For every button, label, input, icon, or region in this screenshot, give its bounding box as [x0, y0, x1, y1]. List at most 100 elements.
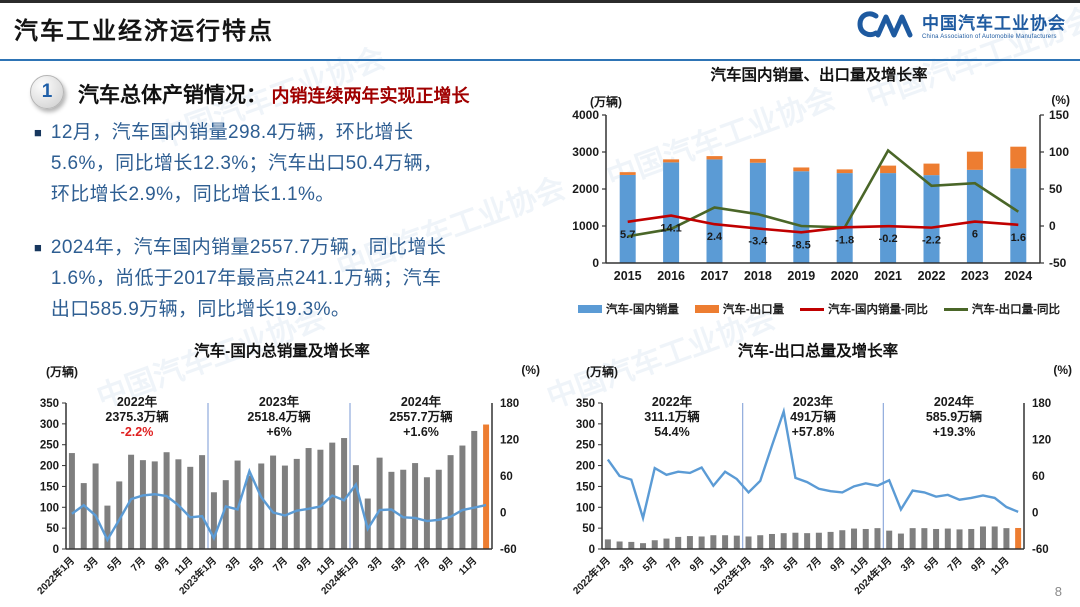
- yearly-sales-export-chart: 汽车国内销量、出口量及增长率 (万辆) (%) 5.7 14.1 2.4 -3.4 -8…: [562, 63, 1076, 335]
- svg-text:2021: 2021: [874, 269, 902, 283]
- svg-text:350: 350: [40, 398, 59, 410]
- page-title: 汽车工业经济运行特点: [14, 18, 274, 45]
- line-swatch-icon: [943, 307, 968, 311]
- svg-text:2022: 2022: [918, 269, 946, 283]
- svg-text:3月: 3月: [81, 555, 100, 574]
- svg-text:0: 0: [1049, 219, 1056, 233]
- svg-text:2016: 2016: [657, 269, 685, 283]
- svg-text:1.6: 1.6: [1011, 232, 1026, 244]
- svg-text:0: 0: [592, 256, 599, 270]
- section-heading: 汽车总体产销情况： 内销连续两年实现正增长: [78, 79, 469, 109]
- svg-text:5月: 5月: [105, 555, 124, 574]
- caam-logo: 中国汽车工业协会 China Association of Automobile…: [856, 9, 1066, 46]
- svg-text:1000: 1000: [572, 219, 599, 233]
- bullet-december: ■ 12月，汽车国内销量298.4万辆，环比增长 5.6%，同比增长12.3%；…: [34, 117, 539, 210]
- export-monthly-canvas: 350 300 250 200 150 100 50 0 180 120 60 0 -60 2022年1月…: [570, 398, 1051, 597]
- caam-logo-icon: [856, 9, 914, 46]
- bullet-line: 1.6%，尚低于2017年最高点241.1万辆；汽车: [50, 268, 442, 289]
- section-heading-sub: 内销连续两年实现正增长: [271, 86, 470, 106]
- section-number-badge: 1: [30, 75, 64, 109]
- legend-label: 汽车-出口量-同比: [971, 304, 1061, 316]
- svg-text:3000: 3000: [572, 145, 599, 159]
- chart-title: 汽车国内销量、出口量及增长率: [710, 67, 928, 84]
- svg-text:0: 0: [589, 544, 595, 556]
- svg-text:100: 100: [576, 502, 595, 514]
- svg-text:250: 250: [40, 440, 59, 452]
- svg-text:50: 50: [46, 523, 59, 535]
- svg-text:200: 200: [40, 461, 59, 473]
- svg-text:150: 150: [1049, 108, 1069, 122]
- export-monthly-chart: 汽车-出口总量及增长率 (万辆) (%) 350 300 250 200 150 100 5…: [560, 339, 1076, 607]
- svg-text:0: 0: [500, 508, 506, 520]
- svg-text:5月: 5月: [640, 555, 659, 574]
- legend-label: 汽车-国内销量: [605, 304, 679, 316]
- svg-text:7月: 7月: [129, 555, 148, 574]
- domestic-monthly-chart: 汽车-国内总销量及增长率 (万辆) (%) 350 300 250 200 150 100…: [20, 339, 544, 607]
- svg-text:-3.4: -3.4: [748, 236, 768, 248]
- right-axis-unit: (%): [521, 363, 540, 377]
- svg-text:3月: 3月: [898, 555, 917, 574]
- right-axis-unit: (%): [1053, 363, 1072, 377]
- svg-text:-8.5: -8.5: [792, 239, 811, 251]
- svg-text:2022年1月: 2022年1月: [570, 554, 613, 597]
- bullet-fullyear: ■ 2024年，汽车国内销量2557.7万辆，同比增长 1.6%，尚低于2017…: [34, 232, 539, 325]
- svg-text:2018: 2018: [744, 269, 772, 283]
- svg-text:2.4: 2.4: [707, 231, 723, 243]
- svg-text:200: 200: [576, 461, 595, 473]
- chart-title: 汽车-出口总量及增长率: [737, 343, 899, 360]
- svg-text:3月: 3月: [365, 555, 384, 574]
- svg-text:7月: 7月: [804, 555, 823, 574]
- svg-text:120: 120: [1032, 435, 1051, 447]
- domestic-monthly-canvas: 350 300 250 200 150 100 50 0 180 120 60 0 -60 2022年1月…: [34, 398, 519, 597]
- svg-text:3月: 3月: [758, 555, 777, 574]
- svg-text:9月: 9月: [436, 555, 455, 574]
- svg-text:2023: 2023: [961, 269, 989, 283]
- page-number: 8: [1054, 584, 1062, 599]
- svg-text:6: 6: [972, 229, 978, 241]
- svg-text:-2.2: -2.2: [922, 235, 941, 247]
- svg-text:300: 300: [576, 419, 595, 431]
- bullet-line: 12月，汽车国内销量298.4万辆，环比增长: [50, 122, 414, 143]
- svg-text:3月: 3月: [617, 555, 636, 574]
- svg-text:150: 150: [40, 481, 59, 493]
- svg-text:-1.8: -1.8: [835, 234, 854, 246]
- svg-text:120: 120: [500, 435, 519, 447]
- chart-title: 汽车-国内总销量及增长率: [194, 343, 370, 360]
- svg-text:50: 50: [582, 523, 595, 535]
- svg-text:-60: -60: [1032, 544, 1049, 556]
- bullet-line: 出口585.9万辆，同比增长19.3%。: [50, 299, 351, 320]
- left-axis-unit: (万辆): [46, 365, 78, 379]
- yearly-chart-canvas: 5.7 14.1 2.4 -3.4 -8.5 -1.8 -0.2 -2.2 6 1.6 4000 30…: [572, 108, 1069, 283]
- svg-text:300: 300: [40, 419, 59, 431]
- svg-text:5月: 5月: [781, 555, 800, 574]
- svg-text:2019: 2019: [787, 269, 815, 283]
- svg-text:4000: 4000: [572, 108, 599, 122]
- bullet-square-icon: ■: [34, 125, 42, 140]
- line-swatch-icon: [800, 307, 825, 311]
- legend-label: 汽车-国内销量-同比: [828, 304, 928, 316]
- svg-text:7月: 7月: [271, 555, 290, 574]
- svg-text:100: 100: [1049, 145, 1069, 159]
- svg-text:0: 0: [53, 544, 59, 556]
- logo-name-en: China Association of Automobile Manufact…: [922, 33, 1057, 40]
- svg-text:9月: 9月: [152, 555, 171, 574]
- svg-text:5.7: 5.7: [620, 229, 635, 241]
- bullet-square-icon: ■: [34, 240, 42, 255]
- svg-text:14.1: 14.1: [660, 223, 681, 235]
- legend-item: 汽车-出口量-同比: [943, 301, 1061, 317]
- svg-text:60: 60: [1032, 471, 1045, 483]
- svg-text:7月: 7月: [413, 555, 432, 574]
- svg-text:2022年1月: 2022年1月: [34, 554, 77, 597]
- svg-text:250: 250: [576, 440, 595, 452]
- svg-text:180: 180: [1032, 398, 1051, 410]
- svg-text:9月: 9月: [828, 555, 847, 574]
- svg-text:5月: 5月: [247, 555, 266, 574]
- svg-text:5月: 5月: [922, 555, 941, 574]
- summary-bullets: ■ 12月，汽车国内销量298.4万辆，环比增长 5.6%，同比增长12.3%；…: [34, 117, 539, 347]
- left-axis-unit: (万辆): [590, 95, 622, 109]
- legend-item: 汽车-国内销量: [577, 301, 679, 317]
- svg-text:350: 350: [576, 398, 595, 410]
- svg-text:60: 60: [500, 471, 513, 483]
- section-heading-main: 汽车总体产销情况：: [78, 84, 267, 107]
